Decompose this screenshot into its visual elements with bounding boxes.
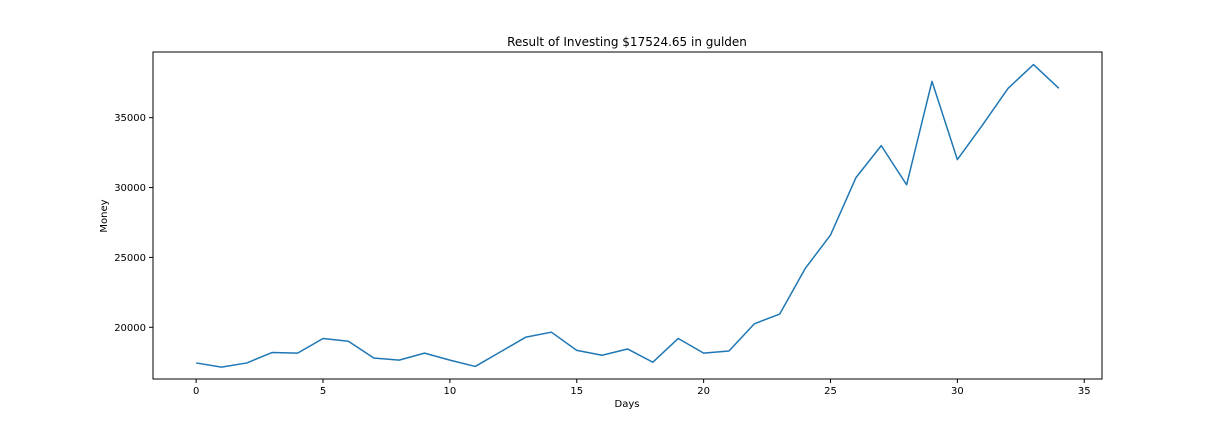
series-layer	[196, 63, 1060, 368]
x-tick-label: 10	[444, 386, 457, 397]
y-axis-ticks: 20000 25000 30000 35000	[114, 113, 153, 334]
x-axis-ticks: 0 5 10 15 20 25 30 35	[193, 379, 1091, 397]
x-tick-label: 30	[951, 386, 964, 397]
x-tick-label: 25	[824, 386, 837, 397]
x-tick-label: 15	[570, 386, 583, 397]
plot-area-frame	[152, 51, 1103, 380]
chart-title: Result of Investing $17524.65 in gulden	[507, 35, 747, 49]
x-tick-label: 0	[193, 386, 199, 397]
series-line-0	[196, 63, 1060, 368]
y-tick-label: 30000	[114, 183, 146, 194]
y-tick-label: 25000	[114, 253, 146, 264]
x-tick-label: 20	[697, 386, 710, 397]
y-tick-label: 35000	[114, 113, 146, 124]
x-axis-label: Days	[615, 399, 640, 410]
x-tick-label: 35	[1078, 386, 1091, 397]
y-tick-label: 20000	[114, 323, 146, 334]
y-axis-label: Money	[99, 199, 110, 232]
x-tick-label: 5	[320, 386, 326, 397]
